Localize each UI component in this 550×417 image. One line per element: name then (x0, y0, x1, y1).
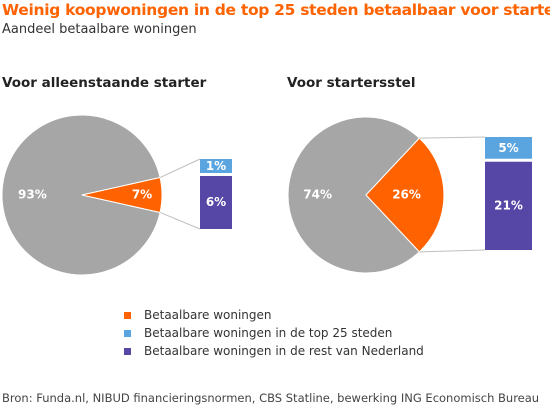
connector-line-top (159, 158, 201, 179)
legend: Betaalbare woningen Betaalbare woningen … (124, 306, 424, 360)
bar-segment-rest-nl (485, 161, 532, 250)
legend-label: Betaalbare woningen in de top 25 steden (144, 326, 393, 340)
legend-swatch-betaalbaar (124, 311, 131, 319)
bar-segment-top25 (200, 159, 232, 173)
pie-label-betaalbaar: 7% (132, 188, 152, 202)
pie-charts: 1% 6% 93% 7% 5% 21% 74% 26% (1, 114, 532, 276)
bar-label-rest-nl: 21% (494, 198, 523, 212)
pie-label-rest: 74% (303, 188, 332, 202)
bar-label-rest-nl: 6% (206, 195, 226, 209)
legend-label: Betaalbare woningen in de rest van Neder… (144, 344, 424, 358)
connector-line-bottom (159, 211, 201, 230)
chart-title: Weinig koopwoningen in de top 25 steden … (2, 1, 550, 19)
legend-item-rest: Betaalbare woningen in de rest van Neder… (124, 342, 424, 360)
connector-line-top (419, 136, 486, 139)
legend-swatch-rest (124, 347, 131, 355)
legend-item-top25: Betaalbare woningen in de top 25 steden (124, 324, 424, 342)
bar-segment-top25 (485, 137, 532, 159)
legend-label: Betaalbare woningen (144, 308, 272, 322)
legend-swatch-top25 (124, 329, 131, 337)
bar-label-top25: 5% (498, 141, 518, 155)
legend-item-betaalbaar: Betaalbare woningen (124, 306, 424, 324)
bar-segment-rest-nl (200, 176, 232, 229)
connector-line-bottom (419, 249, 486, 253)
pie-slice-rest (287, 116, 421, 274)
panel-title-single: Voor alleenstaande starter (2, 75, 207, 91)
chart-subtitle: Aandeel betaalbare woningen (2, 22, 197, 37)
pie-label-betaalbaar: 26% (392, 188, 421, 202)
pie-slice-betaalbaar (365, 137, 445, 253)
pie-slice-betaalbaar (81, 176, 163, 214)
bar-label-top25: 1% (206, 159, 226, 173)
pie-slice-rest (1, 114, 161, 276)
panel-title-couple: Voor startersstel (287, 75, 416, 91)
pie-label-rest: 93% (18, 188, 47, 202)
source-note: Bron: Funda.nl, NIBUD financieringsnorme… (2, 391, 540, 405)
